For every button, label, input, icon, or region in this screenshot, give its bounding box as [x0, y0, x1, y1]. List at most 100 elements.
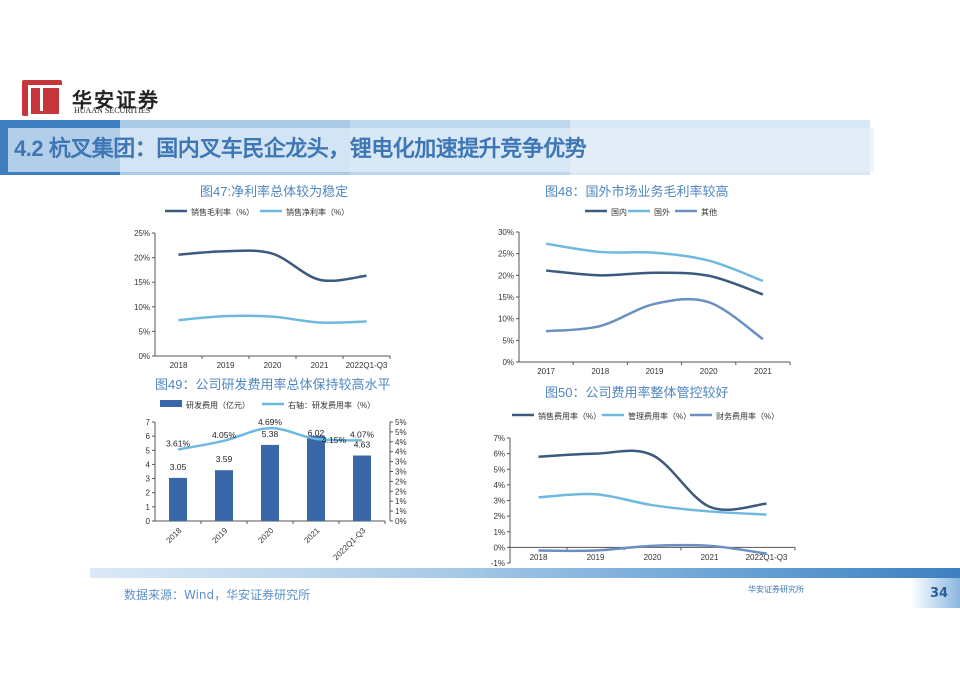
x-tick-label: 2021	[311, 361, 329, 370]
x-tick-label: 2018	[164, 526, 183, 545]
x-tick-label: 2020	[264, 361, 282, 370]
bar	[353, 455, 371, 521]
y-tick-label: 30%	[498, 228, 514, 237]
logo-icon	[22, 80, 62, 117]
legend-label: 销售净利率（%）	[286, 207, 349, 217]
legend-label: 财务费用率（%）	[716, 411, 779, 421]
line-data-label: 4.07%	[350, 429, 375, 439]
x-tick-label: 2020	[644, 553, 662, 562]
y-tick-label: 6%	[493, 450, 505, 459]
y2-tick-label: 3%	[395, 468, 407, 477]
legend-label: 国外	[654, 207, 670, 217]
y-tick-label: 2%	[493, 512, 505, 521]
x-tick-label: 2020	[256, 526, 275, 545]
y2-tick-label: 0%	[395, 517, 407, 526]
y-tick-label: 3%	[493, 497, 505, 506]
series-line	[545, 297, 764, 341]
chart-title: 图48：国外市场业务毛利率较高	[545, 184, 728, 199]
y2-tick-label: 2%	[395, 477, 407, 486]
x-tick-label: 2022Q1-Q3	[331, 526, 367, 562]
y-tick-label: 2	[146, 489, 151, 498]
y-tick-label: 7	[146, 418, 151, 427]
chart-title: 图49：公司研发费用率总体保持较高水平	[155, 377, 390, 392]
line-data-label: 3.61%	[166, 439, 191, 449]
y-tick-label: 0	[146, 517, 151, 526]
y2-tick-label: 5%	[395, 428, 407, 437]
y2-tick-label: 1%	[395, 497, 407, 506]
y-tick-label: 10%	[498, 315, 514, 324]
y-tick-label: 20%	[498, 271, 514, 280]
legend-label: 右轴：研发费用率（%）	[288, 400, 375, 410]
x-tick-label: 2019	[646, 367, 664, 376]
series-line	[538, 449, 767, 511]
legend-label: 管理费用率（%）	[628, 411, 691, 421]
bar	[261, 444, 279, 521]
logo-subtext: HUAAN SECURITIES	[74, 106, 151, 115]
y-tick-label: 10%	[134, 303, 150, 312]
bar-data-label: 3.05	[170, 462, 187, 472]
y-tick-label: 5	[146, 446, 151, 455]
y-tick-label: 0%	[493, 543, 505, 552]
y-tick-label: 4%	[493, 481, 505, 490]
series-line	[177, 426, 363, 451]
y2-tick-label: 5%	[395, 418, 407, 427]
x-tick-label: 2021	[701, 553, 719, 562]
series-line	[545, 242, 764, 283]
y-tick-label: 4	[146, 460, 151, 469]
y-tick-label: -1%	[491, 559, 505, 568]
x-tick-label: 2019	[217, 361, 235, 370]
x-tick-label: 2020	[700, 367, 718, 376]
x-tick-label: 2018	[530, 553, 548, 562]
y-tick-label: 0%	[138, 352, 150, 361]
series-line	[538, 543, 767, 555]
legend-swatch	[160, 400, 182, 407]
line-data-label: 4.69%	[258, 417, 283, 427]
y-tick-label: 1%	[493, 528, 505, 537]
y2-tick-label: 1%	[395, 507, 407, 516]
y-tick-label: 5%	[502, 336, 514, 345]
x-tick-label: 2021	[302, 526, 321, 545]
footer-band	[90, 568, 960, 578]
y2-tick-label: 4%	[395, 438, 407, 447]
logo-text: 华安证券	[72, 88, 160, 112]
page-badge	[910, 578, 960, 608]
series-line	[538, 492, 767, 516]
bar	[169, 477, 187, 521]
x-tick-label: 2021	[754, 367, 772, 376]
data-source: 数据来源：Wind，华安证券研究所	[124, 588, 311, 602]
x-tick-label: 2018	[591, 367, 609, 376]
y-tick-label: 7%	[493, 434, 505, 443]
legend-label: 销售毛利率（%）	[191, 207, 254, 217]
x-tick-label: 2018	[170, 361, 188, 370]
y-tick-label: 20%	[134, 254, 150, 263]
line-data-label: 4.15%	[322, 435, 347, 445]
y-tick-label: 0%	[502, 358, 514, 367]
bar-data-label: 3.59	[216, 454, 233, 464]
footer-org: 华安证券研究所	[748, 585, 804, 594]
title-bar	[8, 128, 874, 172]
y-tick-label: 5%	[493, 465, 505, 474]
bar	[215, 470, 233, 521]
page-title: 4.2 杭叉集团：国内叉车民企龙头，锂电化加速提升竞争优势	[14, 136, 587, 161]
y-tick-label: 15%	[134, 278, 150, 287]
bar-data-label: 4.63	[354, 440, 371, 450]
x-tick-label: 2019	[587, 553, 605, 562]
y-tick-label: 25%	[134, 229, 150, 238]
y-tick-label: 6	[146, 432, 151, 441]
legend-label: 其他	[701, 207, 717, 217]
y-tick-label: 15%	[498, 293, 514, 302]
bar	[307, 435, 325, 521]
x-tick-label: 2022Q1-Q3	[346, 361, 388, 370]
bar-data-label: 6.02	[308, 428, 325, 438]
chart-title: 图47:净利率总体较为稳定	[200, 184, 348, 199]
legend-label: 国内	[611, 207, 627, 217]
bar-data-label: 5.38	[262, 429, 279, 439]
line-data-label: 4.05%	[212, 430, 237, 440]
page-number: 34	[930, 586, 949, 601]
chart-title: 图50：公司费用率整体管控较好	[545, 385, 728, 400]
series-line	[178, 249, 367, 283]
y2-tick-label: 3%	[395, 458, 407, 467]
y2-tick-label: 4%	[395, 448, 407, 457]
y-tick-label: 3	[146, 475, 151, 484]
